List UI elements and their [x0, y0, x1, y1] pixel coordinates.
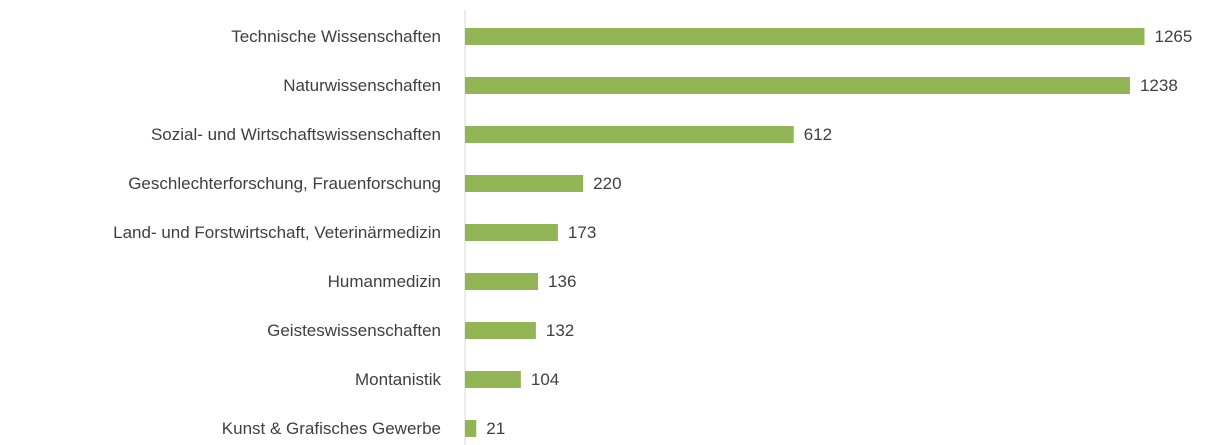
bar — [465, 371, 521, 388]
bar — [465, 322, 536, 339]
value-label: 612 — [804, 125, 832, 144]
y-tick-label: Sozial- und Wirtschaftswissenschaften — [151, 125, 441, 144]
y-tick-label: Technische Wissenschaften — [231, 27, 441, 46]
y-tick-label: Humanmedizin — [328, 272, 441, 291]
value-label: 1265 — [1154, 27, 1192, 46]
bar — [465, 224, 558, 241]
y-tick-label: Land- und Forstwirtschaft, Veterinärmedi… — [113, 223, 441, 242]
y-tick-label: Naturwissenschaften — [283, 76, 441, 95]
value-label: 21 — [486, 419, 505, 438]
bar — [465, 126, 794, 143]
value-label: 1238 — [1140, 76, 1178, 95]
value-label: 132 — [546, 321, 574, 340]
y-tick-label: Kunst & Grafisches Gewerbe — [222, 419, 441, 438]
bar — [465, 175, 584, 192]
bar — [465, 28, 1145, 45]
bar — [465, 273, 539, 290]
value-label: 136 — [548, 272, 576, 291]
value-label: 220 — [593, 174, 621, 193]
value-label: 173 — [568, 223, 596, 242]
bar — [465, 420, 477, 437]
y-tick-label: Geschlechterforschung, Frauenforschung — [128, 174, 441, 193]
bar — [465, 77, 1130, 94]
y-tick-label: Geisteswissenschaften — [267, 321, 441, 340]
value-label: 104 — [531, 370, 559, 389]
y-tick-label: Montanistik — [355, 370, 441, 389]
